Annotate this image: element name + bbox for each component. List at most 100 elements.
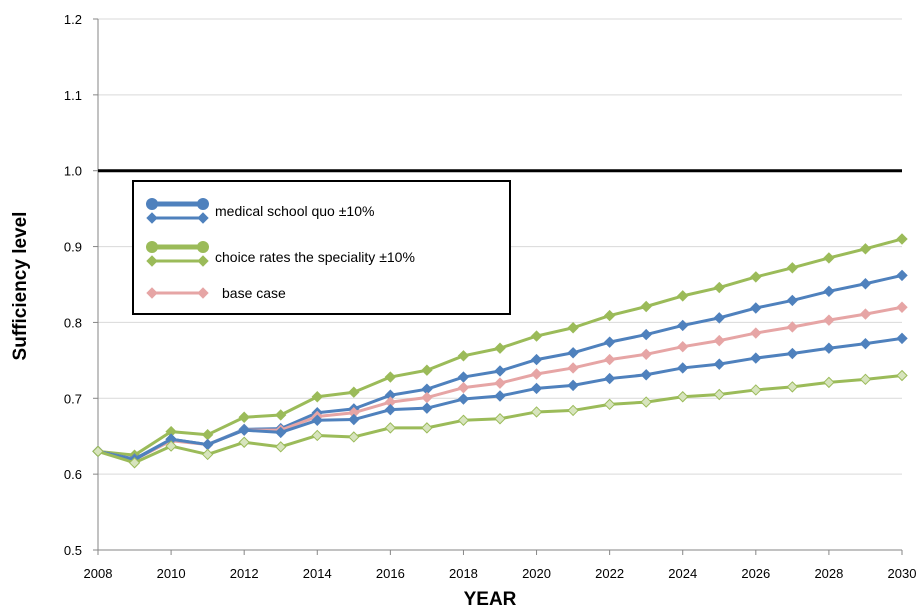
x-tick-label: 2026 <box>741 566 770 581</box>
data-point <box>859 337 872 350</box>
data-point <box>750 302 762 314</box>
data-point <box>384 371 397 383</box>
data-point <box>823 314 835 326</box>
data-point <box>567 362 579 374</box>
data-point <box>640 328 652 341</box>
data-point <box>750 327 762 339</box>
legend-label-base: base case <box>222 285 286 301</box>
data-point <box>896 332 908 345</box>
data-point <box>859 278 872 290</box>
y-tick-label: 1.0 <box>64 164 82 179</box>
data-point <box>311 391 323 403</box>
data-point <box>530 382 543 395</box>
data-point <box>823 342 835 354</box>
data-point <box>713 281 725 294</box>
x-tick-label: 2012 <box>230 566 259 581</box>
legend-key-choice-diamond <box>146 255 209 267</box>
data-point <box>494 377 506 389</box>
x-tick-label: 2030 <box>888 566 917 581</box>
series-quo-minus <box>92 332 908 466</box>
legend-key-marker <box>146 255 158 267</box>
legend-key-quo-diamond <box>146 212 209 224</box>
data-point <box>128 457 141 469</box>
data-point <box>238 411 250 423</box>
data-point <box>457 371 470 383</box>
x-tick-label: 2014 <box>303 566 332 581</box>
y-tick-label: 0.8 <box>64 315 82 330</box>
data-point <box>201 448 214 461</box>
data-point <box>494 365 506 377</box>
data-point <box>311 429 323 442</box>
x-tick-labels: 2008 2010 2012 2014 2016 2018 2020 2022 2024 2026… <box>84 566 917 581</box>
data-point <box>275 441 287 453</box>
data-point <box>896 301 908 313</box>
x-tick-label: 2020 <box>522 566 551 581</box>
data-point <box>823 285 835 298</box>
data-point <box>786 347 799 360</box>
x-tick-label: 2024 <box>668 566 697 581</box>
x-axis-title: YEAR <box>464 589 517 610</box>
x-tick-label: 2028 <box>814 566 843 581</box>
data-point <box>713 312 725 324</box>
data-point <box>677 290 689 302</box>
axes <box>93 18 903 555</box>
data-point <box>384 422 397 434</box>
y-tick-label: 1.1 <box>64 88 82 103</box>
legend-key-marker <box>146 198 158 210</box>
data-point <box>457 414 470 426</box>
data-point <box>603 398 616 411</box>
data-point <box>238 424 250 436</box>
x-tick-label: 2008 <box>84 566 113 581</box>
x-tick-label: 2010 <box>157 566 186 581</box>
data-point <box>530 368 543 380</box>
data-point <box>603 309 616 322</box>
data-point <box>786 321 799 333</box>
data-point <box>896 233 908 245</box>
data-point <box>823 376 835 389</box>
data-point <box>859 373 872 386</box>
data-point <box>603 353 616 366</box>
data-point <box>567 404 579 417</box>
data-point <box>494 342 506 354</box>
data-point <box>238 436 250 448</box>
data-point <box>750 271 762 283</box>
data-point <box>165 440 177 452</box>
series-choice-minus <box>92 369 908 469</box>
data-point <box>494 413 506 425</box>
legend-key-marker <box>146 212 158 224</box>
data-point <box>677 319 689 332</box>
data-point <box>640 396 652 408</box>
data-point <box>786 262 799 274</box>
legend-key-quo-circle <box>146 198 209 210</box>
y-axis-title: Sufficiency level <box>10 212 31 361</box>
data-point <box>896 269 908 282</box>
data-point <box>457 393 470 405</box>
data-point <box>603 372 616 385</box>
legend-key-choice-circle <box>146 241 209 253</box>
data-point <box>421 422 433 434</box>
data-point <box>640 369 652 381</box>
data-point <box>311 414 323 426</box>
data-point <box>750 352 762 364</box>
y-tick-labels: 0.5 0.6 0.7 0.8 0.9 1.0 1.1 1.2 <box>64 12 82 558</box>
data-point <box>384 403 397 416</box>
legend-key-marker <box>197 198 209 210</box>
data-point <box>713 334 725 347</box>
data-point <box>640 348 652 360</box>
x-tick-label: 2018 <box>449 566 478 581</box>
legend-keys <box>146 198 209 299</box>
legend-key-marker <box>197 255 209 267</box>
data-point <box>421 402 433 414</box>
data-point <box>713 358 725 370</box>
data-point <box>677 391 689 403</box>
y-tick-label: 1.2 <box>64 12 82 27</box>
legend-key-marker <box>197 241 209 253</box>
data-point <box>421 364 433 376</box>
data-point <box>275 409 287 421</box>
legend: medical school quo ±10% choice rates the… <box>132 180 511 315</box>
data-point <box>530 406 543 418</box>
data-point <box>640 300 652 313</box>
legend-key-marker <box>197 287 209 299</box>
data-point <box>348 413 360 426</box>
data-point <box>275 426 287 439</box>
